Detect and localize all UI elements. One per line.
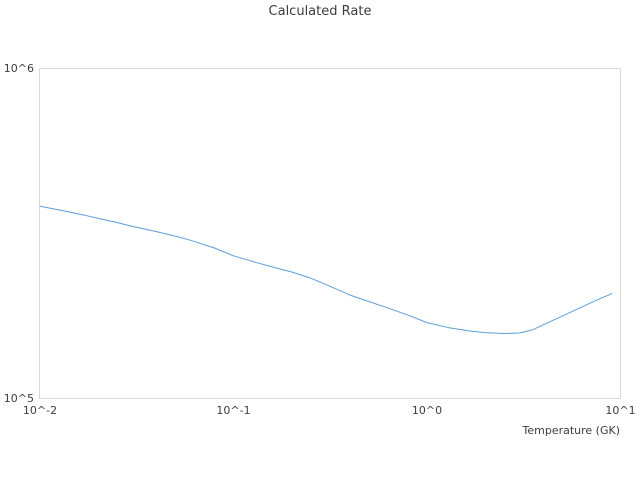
- plot-border: [39, 68, 621, 399]
- x-axis-tick-label-1e-2: 10^-2: [22, 404, 58, 417]
- y-axis-tick-label-1e6: 10^6: [3, 62, 34, 75]
- x-axis-title: Temperature (GK): [522, 424, 621, 437]
- x-axis-tick-label-1e-1: 10^-1: [216, 404, 251, 417]
- x-axis-tick-label-1e1: 10^1: [605, 404, 636, 417]
- calculated-rate-line: [39, 205, 613, 334]
- chart-title: Calculated Rate: [268, 4, 372, 19]
- x-axis-tick-label-1e0: 10^0: [411, 404, 443, 417]
- y-axis-tick-label-1e5: 10^5: [3, 391, 34, 405]
